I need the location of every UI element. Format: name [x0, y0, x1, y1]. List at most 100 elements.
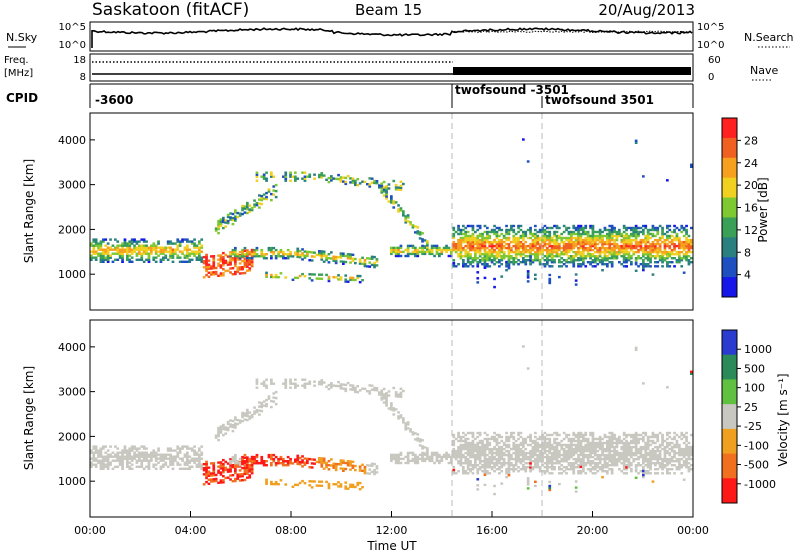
velocity-cell	[106, 467, 110, 470]
power-cell	[481, 242, 484, 246]
velocity-cell	[226, 476, 230, 479]
power-cell	[591, 244, 595, 248]
power-cell	[630, 257, 633, 260]
velocity-cell	[111, 455, 115, 458]
velocity-cell	[138, 465, 141, 468]
power-cell	[680, 224, 684, 228]
velocity-cell	[476, 468, 480, 471]
velocity-cell	[507, 453, 511, 457]
velocity-cell	[591, 433, 595, 437]
power-cell	[387, 183, 391, 186]
velocity-cell	[594, 464, 597, 467]
velocity-cell	[608, 451, 612, 455]
velocity-cell	[471, 472, 475, 475]
power-cell	[193, 250, 196, 253]
velocity-cell	[634, 445, 638, 449]
velocity-cell	[634, 439, 638, 443]
velocity-cell	[207, 470, 211, 473]
power-cell	[481, 232, 484, 236]
velocity-cell	[126, 449, 129, 452]
velocity-cell	[654, 435, 657, 439]
power-cell	[320, 252, 324, 255]
velocity-cell	[555, 457, 559, 461]
velocity-cell	[330, 384, 333, 387]
power-cell	[678, 257, 681, 260]
power-cell	[270, 192, 273, 196]
power-cell	[142, 260, 146, 263]
velocity-cell	[363, 465, 367, 469]
power-cell	[586, 234, 590, 238]
power-cell	[610, 248, 614, 252]
velocity-cell	[339, 461, 343, 464]
power-cell	[339, 176, 343, 179]
velocity-cell	[534, 439, 537, 443]
power-cell	[574, 242, 578, 246]
power-cell	[207, 259, 211, 262]
velocity-cell	[260, 457, 264, 461]
velocity-cell	[524, 462, 528, 465]
power-cell	[651, 232, 655, 236]
power-cell	[538, 253, 542, 256]
velocity-cell	[594, 441, 597, 445]
power-cell	[586, 250, 590, 254]
velocity-cell	[553, 441, 556, 445]
power-cell	[164, 246, 168, 249]
power-cell	[186, 244, 189, 247]
power-cell	[150, 246, 153, 249]
power-cell	[591, 238, 595, 242]
power-cell	[584, 230, 588, 234]
velocity-cell	[567, 437, 571, 441]
velocity-cell	[418, 440, 422, 443]
power-cell	[118, 254, 122, 257]
velocity-cell	[586, 439, 590, 443]
velocity-cell	[334, 466, 338, 470]
power-cell	[541, 234, 544, 238]
velocity-cell	[610, 433, 614, 437]
power-cell	[541, 248, 544, 252]
velocity-cell	[102, 461, 105, 464]
power-cell	[505, 246, 508, 250]
power-cell	[469, 234, 472, 238]
velocity-cell	[579, 464, 583, 467]
velocity-cell	[476, 488, 480, 491]
velocity-cell	[610, 457, 614, 461]
power-cell	[495, 261, 499, 264]
power-cell	[678, 253, 681, 256]
power-cell	[579, 232, 583, 236]
velocity-cell	[229, 474, 232, 477]
power-cell	[606, 232, 609, 236]
power-cell	[246, 263, 249, 266]
velocity-cell	[512, 437, 516, 441]
velocity-cell	[217, 465, 220, 468]
power-cell	[498, 248, 501, 252]
velocity-cell	[493, 470, 496, 473]
velocity-cell	[486, 445, 489, 449]
power-cell	[493, 230, 496, 234]
velocity-cell	[510, 468, 513, 471]
velocity-cell	[418, 444, 422, 447]
velocity-cell	[222, 427, 225, 431]
velocity-cell	[188, 461, 192, 464]
power-cell	[517, 246, 520, 250]
power-cell	[620, 248, 624, 252]
velocity-cell	[618, 460, 621, 463]
power-cell	[152, 244, 156, 247]
velocity-cell	[262, 462, 266, 465]
velocity-cell	[428, 455, 432, 459]
velocity-cell	[159, 453, 163, 456]
velocity-cell	[646, 437, 650, 441]
power-cell	[366, 265, 369, 268]
velocity-cell	[649, 462, 652, 465]
velocity-cell	[488, 443, 492, 447]
power-cell	[94, 238, 98, 241]
velocity-cell	[106, 459, 110, 462]
velocity-cell	[558, 455, 561, 459]
velocity-cell	[128, 465, 132, 468]
power-cell	[392, 246, 396, 250]
velocity-cell	[486, 472, 489, 475]
power-cell	[181, 238, 184, 241]
power-cell	[582, 230, 585, 234]
power-cell	[303, 254, 307, 257]
power-cell	[217, 227, 220, 231]
velocity-cell	[246, 456, 249, 459]
